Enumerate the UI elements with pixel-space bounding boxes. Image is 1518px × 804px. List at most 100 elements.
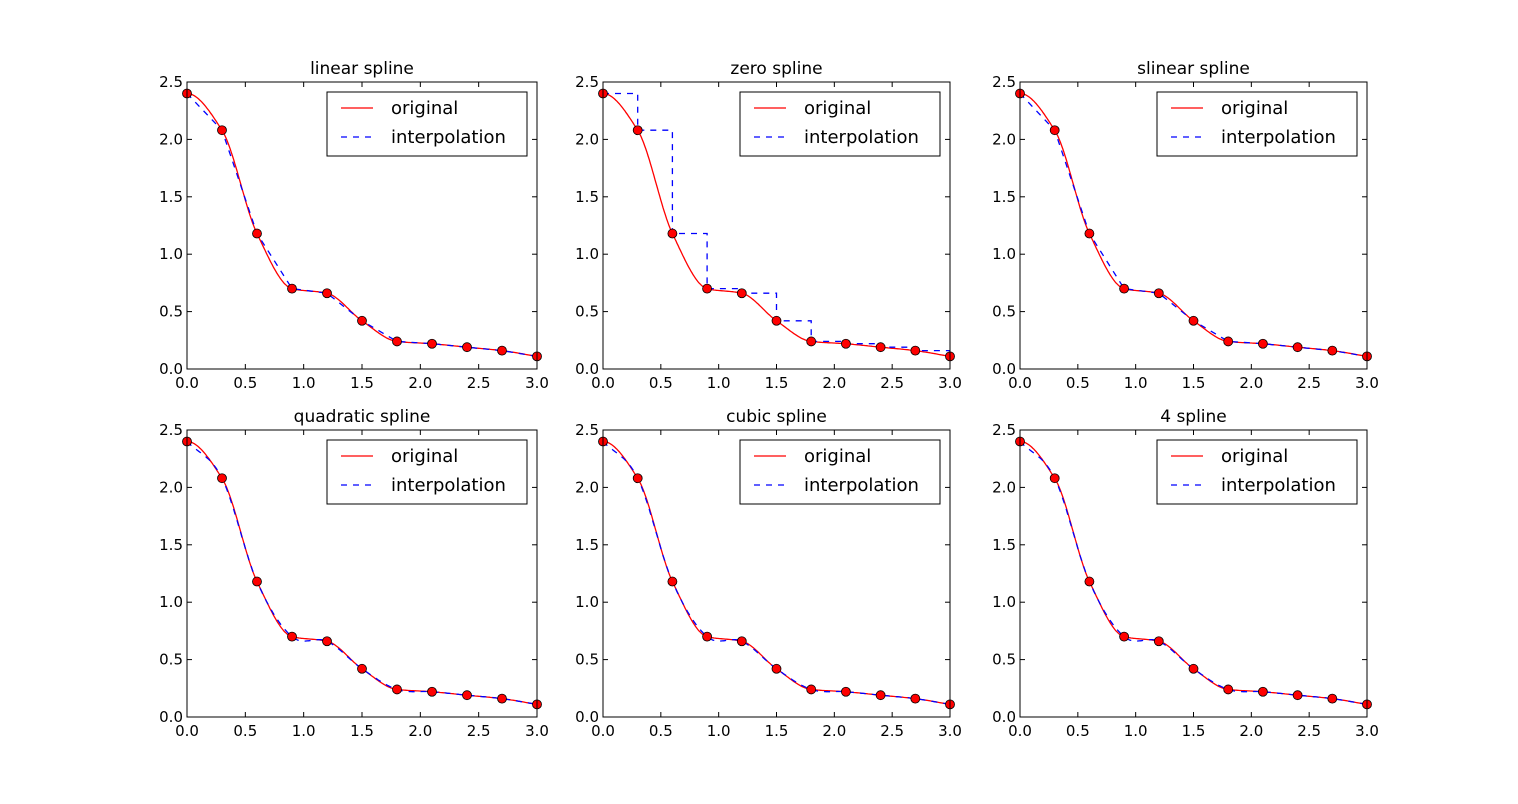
data-point: [1188, 315, 1199, 326]
data-point: [1049, 125, 1060, 136]
x-tick-label: 3.0: [938, 722, 962, 740]
data-point: [1223, 336, 1234, 347]
legend: original interpolation: [1156, 439, 1358, 505]
x-tick-label: 3.0: [1355, 722, 1379, 740]
data-point: [702, 283, 712, 294]
x-tick-label: 1.0: [292, 374, 316, 392]
legend-label: interpolation: [804, 127, 919, 148]
data-point: [1327, 345, 1338, 356]
x-tick-label: 2.0: [408, 374, 432, 392]
data-point: [632, 125, 643, 136]
y-tick-label: 2.0: [159, 478, 183, 496]
x-tick-label: 0.5: [649, 722, 673, 740]
x-tick-label: 1.0: [707, 722, 731, 740]
y-tick-label: 1.5: [575, 188, 599, 206]
data-point: [736, 288, 747, 299]
x-tick-label: 2.5: [880, 722, 904, 740]
data-point: [322, 636, 332, 647]
y-tick-label: 0.5: [159, 651, 183, 669]
x-tick-label: 2.0: [408, 722, 432, 740]
series-interpolation-line: [1020, 441, 1367, 706]
legend-box: [739, 91, 941, 157]
x-tick-label: 0.0: [175, 374, 199, 392]
data-point: [357, 663, 367, 674]
legend-label: interpolation: [1221, 127, 1336, 148]
x-tick-label: 2.5: [467, 374, 491, 392]
x-tick-label: 0.5: [1066, 374, 1090, 392]
x-tick-label: 3.0: [1355, 374, 1379, 392]
legend-label: interpolation: [391, 475, 506, 496]
subplot-title: 4 spline: [1160, 407, 1227, 427]
y-tick-label: 0.5: [159, 303, 183, 321]
x-tick-label: 2.0: [1239, 374, 1263, 392]
legend-label: original: [391, 446, 458, 467]
data-point: [287, 283, 297, 294]
data-point: [392, 684, 402, 695]
data-point: [252, 576, 262, 587]
x-tick-label: 2.0: [822, 374, 846, 392]
x-tick-label: 3.0: [938, 374, 962, 392]
subplot-title: quadratic spline: [294, 407, 431, 427]
x-tick-label: 0.0: [1008, 374, 1032, 392]
data-point: [702, 631, 712, 642]
x-tick-label: 0.0: [591, 374, 615, 392]
axes-frame: [602, 81, 951, 370]
data-point: [322, 288, 332, 299]
subplot: quadratic spline 0.0 0.5 1.0 1.5 2.0 2.5 3.0 0.0…: [159, 407, 549, 740]
y-tick-label: 0.0: [159, 360, 183, 378]
y-tick-label: 0.0: [992, 708, 1016, 726]
subplot-title: linear spline: [310, 59, 414, 79]
y-tick-label: 0.0: [159, 708, 183, 726]
legend-box: [739, 439, 941, 505]
data-point: [1084, 576, 1095, 587]
legend-box: [1156, 91, 1358, 157]
data-point: [806, 684, 817, 695]
x-tick-label: 2.5: [1297, 374, 1321, 392]
data-point: [462, 342, 472, 353]
y-tick-label: 0.5: [992, 651, 1016, 669]
subplot-title: slinear spline: [1137, 59, 1250, 79]
data-point: [217, 125, 227, 136]
data-point: [497, 693, 507, 704]
legend-box: [1156, 439, 1358, 505]
data-point: [1049, 473, 1060, 484]
legend: original interpolation: [1156, 91, 1358, 157]
data-point: [771, 663, 782, 674]
legend-label: original: [1221, 446, 1288, 467]
x-tick-label: 1.5: [765, 722, 789, 740]
data-point: [252, 228, 262, 239]
data-point: [632, 473, 643, 484]
x-tick-label: 1.0: [292, 722, 316, 740]
y-tick-label: 1.5: [159, 536, 183, 554]
data-point: [287, 631, 297, 642]
y-tick-label: 2.5: [575, 421, 599, 439]
data-point: [841, 686, 851, 697]
subplot-title: cubic spline: [726, 407, 827, 427]
y-tick-label: 0.5: [575, 303, 599, 321]
y-tick-label: 2.5: [159, 421, 183, 439]
data-point: [875, 342, 886, 353]
legend: original interpolation: [326, 91, 528, 157]
x-tick-label: 1.0: [1124, 374, 1148, 392]
data-point: [1292, 690, 1303, 701]
y-tick-label: 2.5: [992, 421, 1016, 439]
x-tick-label: 2.5: [1297, 722, 1321, 740]
y-tick-label: 1.0: [575, 245, 599, 263]
data-point: [1327, 693, 1338, 704]
y-tick-label: 1.5: [992, 188, 1016, 206]
y-tick-label: 0.0: [992, 360, 1016, 378]
y-tick-label: 2.0: [992, 478, 1016, 496]
data-point: [1119, 283, 1129, 294]
data-point: [667, 576, 678, 587]
legend-box: [326, 91, 528, 157]
data-point: [462, 690, 472, 701]
data-point: [427, 686, 437, 697]
y-tick-label: 1.0: [159, 593, 183, 611]
x-tick-label: 2.5: [467, 722, 491, 740]
y-tick-label: 2.0: [992, 130, 1016, 148]
legend-label: interpolation: [1221, 475, 1336, 496]
x-tick-label: 3.0: [525, 374, 549, 392]
x-tick-label: 0.0: [591, 722, 615, 740]
x-tick-label: 1.5: [350, 722, 374, 740]
data-point: [841, 338, 851, 349]
